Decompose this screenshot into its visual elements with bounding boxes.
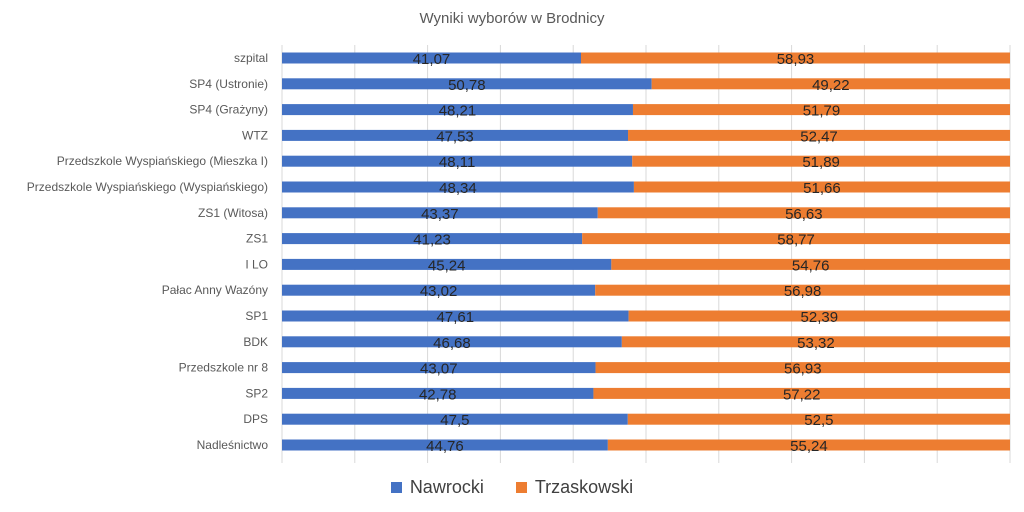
bar-trzaskowski — [595, 362, 1010, 374]
bar-trzaskowski — [651, 78, 1010, 90]
bar-nawrocki — [282, 362, 596, 374]
category-label: SP4 (Ustronie) — [189, 77, 268, 91]
data-label: 43,07 — [420, 361, 458, 378]
legend-swatch-nawrocki — [390, 482, 402, 493]
data-label: 48,34 — [439, 180, 477, 197]
bar-trzaskowski — [627, 413, 1010, 425]
bar-nawrocki — [282, 336, 622, 348]
data-label: 52,5 — [804, 412, 833, 429]
category-label: DPS — [243, 412, 268, 426]
bar-trzaskowski — [582, 233, 1010, 245]
data-label: 56,98 — [784, 283, 822, 300]
data-label: 47,53 — [436, 128, 474, 145]
data-label: 52,47 — [800, 128, 838, 145]
legend-swatch-trzaskowski — [515, 482, 527, 493]
data-label: 48,21 — [439, 103, 477, 120]
data-label: 56,93 — [784, 361, 822, 378]
chart-legend: Nawrocki Trzaskowski — [0, 477, 1024, 498]
bar-nawrocki — [282, 258, 612, 270]
bar-trzaskowski — [621, 336, 1010, 348]
data-label: 47,5 — [440, 412, 469, 429]
category-label: SP1 — [245, 309, 268, 323]
bar-nawrocki — [282, 104, 633, 116]
data-label: 54,76 — [792, 257, 830, 274]
category-label: ZS1 — [246, 232, 268, 246]
bar-trzaskowski — [633, 181, 1010, 193]
legend-label-nawrocki: Nawrocki — [409, 477, 484, 497]
bar-nawrocki — [282, 284, 596, 296]
data-label: 44,76 — [426, 438, 464, 455]
data-label: 58,77 — [777, 232, 815, 249]
data-label: 51,79 — [803, 103, 841, 120]
data-label: 47,61 — [437, 309, 475, 326]
data-label: 53,32 — [797, 335, 835, 352]
bar-nawrocki — [282, 129, 629, 141]
bar-nawrocki — [282, 233, 583, 245]
data-label: 51,66 — [803, 180, 841, 197]
bar-nawrocki — [282, 387, 594, 399]
data-label: 41,07 — [413, 51, 451, 68]
legend-item-nawrocki: Nawrocki — [390, 477, 484, 498]
category-label: Przedszkole Wyspiańskiego (Mieszka I) — [57, 154, 268, 168]
category-label: ZS1 (Witosa) — [198, 206, 268, 220]
data-label: 52,39 — [801, 309, 839, 326]
data-label: 58,93 — [777, 51, 815, 68]
bar-nawrocki — [282, 413, 628, 425]
bar-nawrocki — [282, 155, 633, 167]
bar-nawrocki — [282, 207, 598, 219]
bar-trzaskowski — [611, 258, 1010, 270]
category-label: SP4 (Grażyny) — [189, 103, 268, 117]
category-label: Pałac Anny Wazóny — [162, 283, 268, 297]
bar-nawrocki — [282, 439, 608, 451]
category-label: SP2 — [245, 386, 268, 400]
category-label: Przedszkole nr 8 — [179, 361, 269, 375]
bar-trzaskowski — [597, 207, 1010, 219]
category-label: Nadleśnictwo — [197, 438, 269, 452]
data-label: 46,68 — [433, 335, 471, 352]
bar-trzaskowski — [632, 155, 1010, 167]
bar-nawrocki — [282, 52, 581, 64]
data-label: 42,78 — [419, 386, 457, 403]
bar-trzaskowski — [580, 52, 1010, 64]
data-label: 49,22 — [812, 77, 850, 94]
bar-trzaskowski — [632, 104, 1010, 116]
bar-nawrocki — [282, 78, 652, 90]
chart-title: Wyniki wyborów w Brodnicy — [419, 10, 605, 27]
data-label: 56,63 — [785, 206, 823, 223]
legend-item-trzaskowski: Trzaskowski — [515, 477, 634, 498]
bar-trzaskowski — [593, 387, 1010, 399]
category-label: WTZ — [242, 128, 268, 142]
data-label: 51,89 — [802, 154, 840, 171]
bar-trzaskowski — [607, 439, 1010, 451]
data-label: 55,24 — [790, 438, 828, 455]
category-label: szpital — [234, 51, 268, 65]
category-label: I LO — [245, 257, 268, 271]
data-label: 43,02 — [420, 283, 458, 300]
bar-trzaskowski — [628, 129, 1010, 141]
bar-trzaskowski — [628, 310, 1010, 322]
data-label: 48,11 — [439, 154, 475, 171]
data-label: 57,22 — [783, 386, 821, 403]
bar-trzaskowski — [595, 284, 1010, 296]
bar-nawrocki — [282, 310, 629, 322]
category-label: BDK — [243, 335, 268, 349]
bar-nawrocki — [282, 181, 634, 193]
data-label: 41,23 — [413, 232, 451, 249]
category-label: Przedszkole Wyspiańskiego (Wyspiańskiego… — [27, 180, 268, 194]
data-label: 50,78 — [448, 77, 486, 94]
data-label: 43,37 — [421, 206, 459, 223]
data-label: 45,24 — [428, 257, 466, 274]
legend-label-trzaskowski: Trzaskowski — [534, 477, 634, 497]
